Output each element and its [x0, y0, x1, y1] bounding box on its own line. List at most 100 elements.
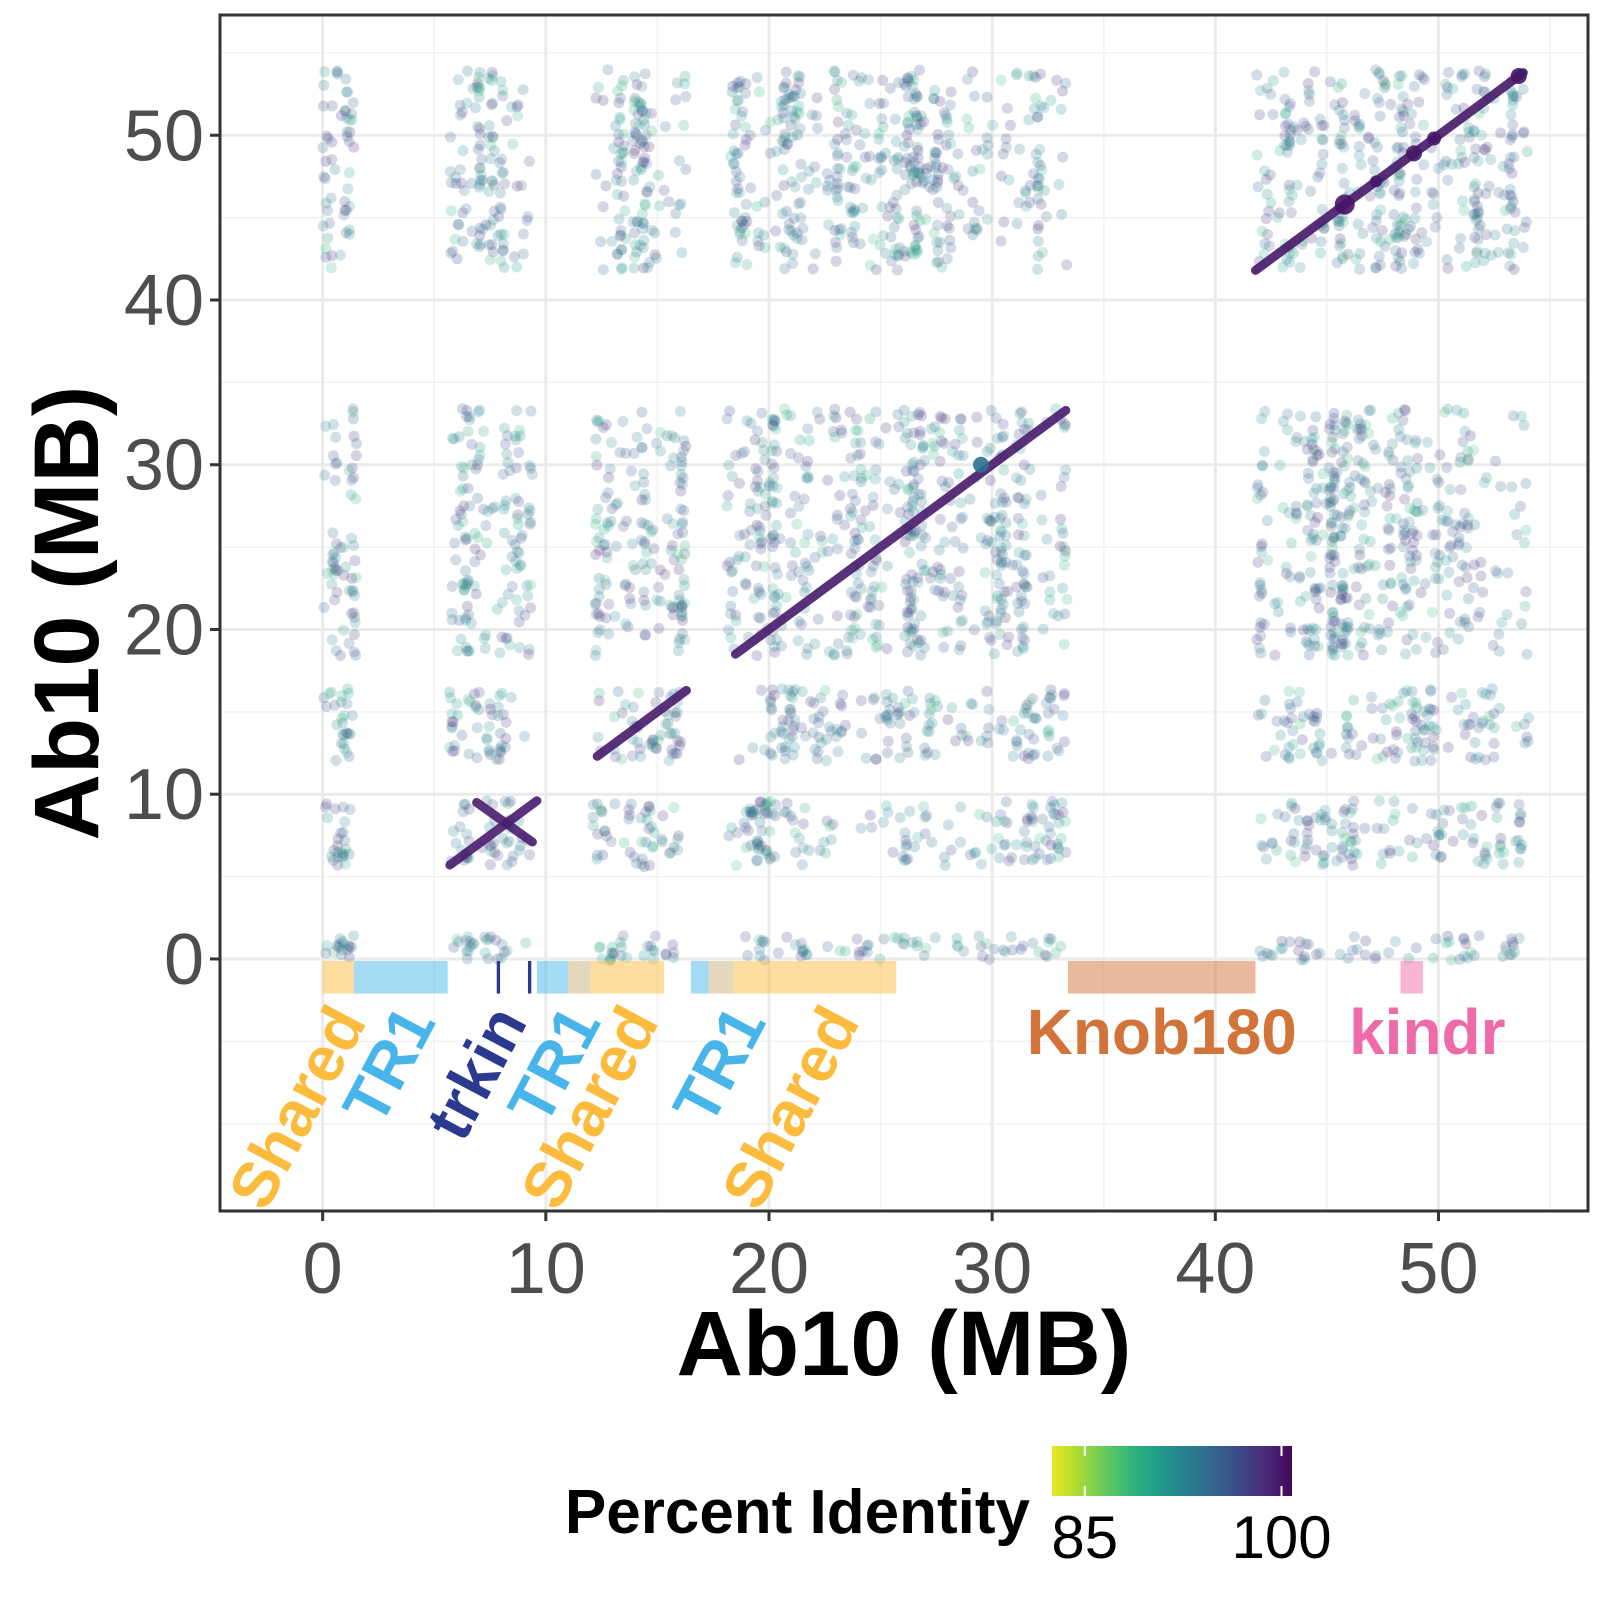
scatter-point [750, 560, 762, 572]
scatter-point [450, 554, 462, 566]
scatter-point [1049, 799, 1061, 811]
scatter-point [1503, 158, 1515, 169]
scatter-point [645, 526, 657, 538]
scatter-point [590, 168, 602, 180]
scatter-point [834, 490, 846, 501]
scatter-point [1283, 753, 1295, 764]
scatter-point [1272, 596, 1284, 608]
scatter-point [1308, 487, 1320, 499]
scatter-point [797, 818, 809, 830]
scatter-point [341, 126, 353, 138]
scatter-point [1504, 134, 1516, 146]
scatter-point [1284, 256, 1296, 268]
scatter-point [924, 692, 936, 704]
scatter-point [347, 586, 359, 598]
scatter-point [993, 723, 1005, 735]
scatter-point [1032, 172, 1044, 184]
scatter-point [447, 716, 459, 728]
scatter-point [327, 564, 338, 576]
scatter-point [788, 110, 800, 122]
scatter-point [776, 742, 788, 754]
scatter-point [1456, 813, 1468, 825]
scatter-point [915, 540, 927, 552]
scatter-point [511, 405, 522, 417]
scatter-point [1011, 559, 1023, 571]
scatter-point [1406, 527, 1418, 539]
scatter-point [1251, 493, 1263, 504]
scatter-point [1319, 804, 1331, 816]
scatter-point [861, 940, 873, 952]
scatter-point [1259, 694, 1271, 706]
scatter-point [1000, 133, 1012, 145]
scatter-point [1339, 114, 1351, 126]
scatter-point [1283, 101, 1295, 113]
scatter-point [780, 246, 792, 258]
scatter-point [1259, 405, 1271, 417]
scatter-point [882, 709, 894, 721]
scatter-point [1384, 483, 1396, 495]
scatter-point [803, 165, 815, 177]
scatter-point [669, 432, 681, 444]
scatter-point [510, 492, 522, 504]
scatter-point [1302, 499, 1313, 511]
scatter-point [1501, 223, 1513, 235]
scatter-point [945, 242, 957, 254]
scatter-point [927, 174, 939, 186]
scatter-point [606, 941, 618, 953]
scatter-point [727, 586, 739, 597]
scatter-point [937, 162, 948, 174]
scatter-point [1016, 518, 1028, 530]
scatter-point [1398, 141, 1410, 153]
scatter-point [603, 628, 615, 640]
scatter-point [756, 436, 768, 448]
scatter-point [1461, 519, 1473, 531]
scatter-point [901, 129, 913, 141]
scatter-point [1506, 131, 1518, 143]
scatter-point [655, 426, 666, 438]
scatter-point [612, 686, 624, 698]
scatter-point [970, 144, 982, 156]
scatter-point [1349, 109, 1361, 121]
scatter-point [730, 860, 742, 872]
scatter-point [673, 637, 685, 649]
scatter-point [870, 753, 882, 765]
scatter-point [606, 947, 617, 958]
scatter-point [755, 588, 767, 600]
scatter-point [724, 405, 736, 417]
scatter-point [1021, 699, 1033, 711]
scatter-point [347, 710, 358, 721]
scatter-point [728, 158, 740, 170]
scatter-point [1277, 502, 1289, 514]
scatter-point [1479, 71, 1490, 83]
scatter-point [799, 802, 811, 814]
scatter-point [792, 635, 804, 647]
scatter-point [787, 814, 799, 826]
scatter-point [802, 473, 814, 485]
scatter-point [795, 618, 807, 630]
scatter-point [902, 137, 914, 149]
scatter-point [636, 494, 648, 506]
scatter-point [952, 601, 964, 613]
scatter-point [906, 410, 918, 422]
scatter-point [1010, 839, 1022, 851]
scatter-point [767, 480, 779, 492]
scatter-point [1340, 818, 1352, 829]
scatter-point [1467, 837, 1479, 849]
scatter-point [513, 496, 525, 508]
scatter-point [654, 564, 666, 576]
scatter-point [727, 565, 738, 576]
scatter-point [1359, 88, 1371, 100]
scatter-point [1303, 819, 1315, 831]
scatter-point [514, 560, 526, 572]
scatter-point [819, 847, 831, 859]
scatter-point [678, 574, 690, 585]
scatter-point [930, 147, 942, 159]
scatter-point [1430, 647, 1442, 659]
scatter-point [1317, 529, 1329, 541]
scatter-point [931, 257, 942, 269]
scatter-point [726, 470, 738, 482]
scatter-point [495, 255, 507, 267]
scatter-point [870, 264, 882, 276]
scatter-point [1328, 549, 1340, 561]
scatter-point [1280, 108, 1291, 120]
